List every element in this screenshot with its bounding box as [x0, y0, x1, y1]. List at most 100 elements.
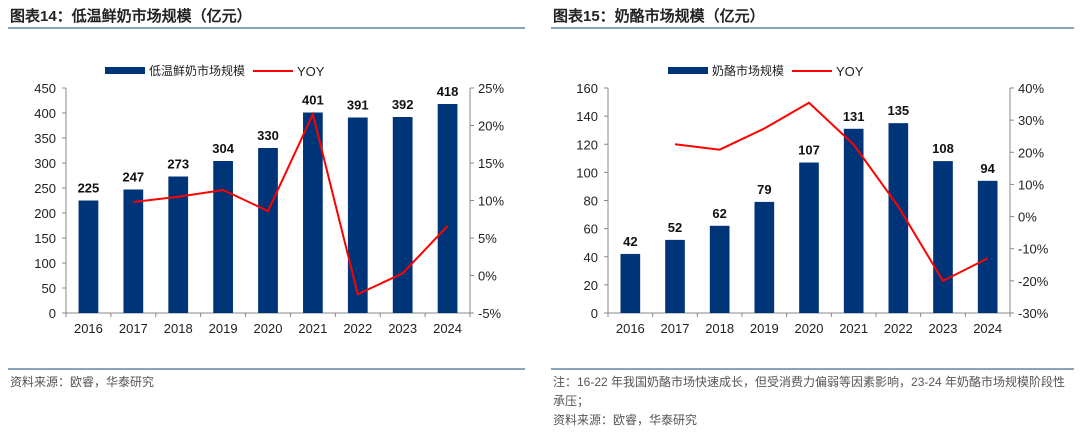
y2-tick-label: 20% [478, 119, 504, 134]
bar-data-label: 42 [623, 234, 637, 249]
y-tick-label: 60 [584, 222, 598, 237]
bar-data-label: 273 [167, 157, 189, 172]
bar-data-label: 392 [392, 97, 414, 112]
chart-15-source: 资料来源：欧睿，华泰研究 [553, 413, 698, 427]
x-tick-label: 2021 [839, 321, 868, 336]
title-divider [551, 27, 1074, 29]
bar-data-label: 94 [980, 161, 995, 176]
bar [888, 123, 909, 313]
y-tick-label: 100 [34, 256, 56, 271]
title-divider [8, 27, 525, 29]
bar-data-label: 131 [843, 109, 865, 124]
y-tick-label: 40 [584, 250, 598, 265]
y-tick-label: 400 [34, 106, 56, 121]
y-tick-label: 0 [49, 306, 56, 321]
x-tick-label: 2016 [74, 321, 103, 336]
y2-tick-label: 5% [478, 231, 497, 246]
y-tick-label: 150 [34, 231, 56, 246]
x-tick-label: 2018 [705, 321, 734, 336]
bar-data-label: 52 [668, 220, 682, 235]
bar-data-label: 330 [257, 128, 279, 143]
y-tick-label: 20 [584, 278, 598, 293]
bar-data-label: 225 [78, 181, 100, 196]
y2-tick-label: 0% [1018, 210, 1037, 225]
bar [123, 189, 144, 313]
x-tick-label: 2023 [929, 321, 958, 336]
legend-line-label: YOY [297, 64, 325, 79]
y2-tick-label: 20% [1018, 145, 1044, 160]
y-tick-label: 80 [584, 194, 598, 209]
y-tick-label: 100 [576, 165, 598, 180]
legend-bar-label: 奶酪市场规模 [712, 63, 784, 78]
x-tick-label: 2019 [209, 321, 238, 336]
y-tick-label: 50 [42, 281, 56, 296]
y2-tick-label: 10% [1018, 177, 1044, 192]
legend-bar-swatch [668, 67, 708, 74]
bar-data-label: 391 [347, 98, 369, 113]
x-tick-label: 2022 [884, 321, 913, 336]
x-tick-label: 2023 [388, 321, 417, 336]
x-tick-label: 2019 [750, 321, 779, 336]
x-tick-label: 2017 [661, 321, 690, 336]
bar-data-label: 247 [122, 170, 144, 185]
legend-line-label: YOY [836, 64, 864, 79]
bar [392, 117, 413, 313]
chart-14-title: 图表14：低温鲜奶市场规模（亿元） [10, 8, 252, 25]
bar [799, 162, 819, 313]
y2-tick-label: 0% [478, 269, 497, 284]
x-tick-label: 2024 [433, 321, 462, 336]
bar [303, 112, 323, 313]
yoy-line [674, 101, 989, 283]
bar [168, 176, 189, 313]
bar [347, 117, 368, 313]
footer-divider [551, 368, 1074, 370]
y-tick-label: 300 [34, 156, 56, 171]
bar-data-label: 401 [302, 93, 324, 108]
y2-tick-label: -5% [478, 306, 502, 321]
bar-data-label: 79 [757, 182, 771, 197]
bar-data-label: 107 [798, 143, 820, 158]
y-tick-label: 200 [34, 206, 56, 221]
legend-bar-label: 低温鲜奶市场规模 [149, 63, 245, 78]
y2-tick-label: -20% [1018, 274, 1049, 289]
bar [709, 225, 730, 313]
chart-15-note: 注：16-22 年我国奶酪市场快速成长，但受消费力偏弱等因素影响，23-24 年… [553, 375, 1066, 408]
bar [258, 148, 278, 313]
chart-14-low-temp-milk: 低温鲜奶市场规模 YOY 0 50 100 150 200 250 300 350 400 450 -5… [34, 63, 504, 336]
bar [977, 180, 998, 313]
bar-data-label: 304 [212, 141, 234, 156]
y2-tick-label: 15% [478, 156, 504, 171]
x-tick-label: 2020 [254, 321, 283, 336]
y-tick-label: 250 [34, 181, 56, 196]
bar [213, 161, 233, 313]
legend-bar-swatch [105, 67, 145, 74]
x-tick-label: 2017 [119, 321, 148, 336]
bar-data-label: 62 [712, 206, 726, 221]
y2-tick-label: 30% [1018, 113, 1044, 128]
y-tick-label: 350 [34, 131, 56, 146]
y2-tick-label: 25% [478, 81, 504, 96]
y-tick-label: 160 [576, 81, 598, 96]
x-tick-label: 2022 [343, 321, 372, 336]
y2-tick-label: 40% [1018, 81, 1044, 96]
x-tick-label: 2021 [298, 321, 327, 336]
bar-data-label: 108 [932, 141, 954, 156]
chart-15-title: 图表15：奶酪市场规模（亿元） [553, 8, 765, 25]
bar [620, 253, 641, 313]
chart-14-source: 资料来源：欧睿，华泰研究 [10, 375, 155, 389]
bar-data-label: 135 [887, 103, 909, 118]
bar [78, 200, 99, 313]
bar [933, 161, 953, 313]
bar [665, 239, 685, 313]
yoy-line [133, 111, 449, 296]
y-tick-label: 120 [576, 137, 598, 152]
bar [843, 128, 864, 313]
bar [437, 104, 458, 313]
y2-tick-label: 10% [478, 194, 504, 209]
y-tick-label: 450 [34, 81, 56, 96]
x-tick-label: 2016 [616, 321, 645, 336]
x-tick-label: 2024 [973, 321, 1002, 336]
x-tick-label: 2018 [164, 321, 193, 336]
y-tick-label: 0 [591, 306, 598, 321]
footer-divider [8, 368, 525, 370]
